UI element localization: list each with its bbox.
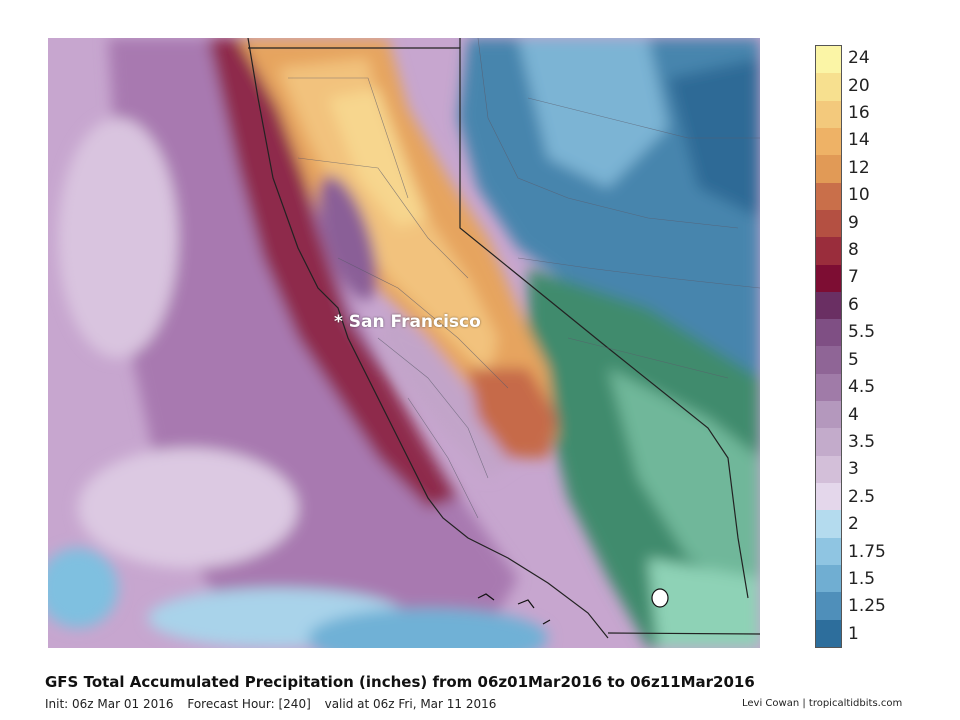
forecast-hour-text: Forecast Hour: [240] [187,697,310,711]
colorbar-swatch [816,592,841,619]
valid-text: valid at 06z Fri, Mar 11 2016 [325,697,497,711]
credit-text: Levi Cowan | tropicaltidbits.com [742,698,902,709]
colorbar-label: 3 [848,461,859,478]
colorbar-swatch [816,483,841,510]
colorbar-swatch [816,155,841,182]
colorbar-label: 1.5 [848,571,875,588]
colorbar-swatch [816,101,841,128]
colorbar-swatch [816,319,841,346]
colorbar-label: 5.5 [848,324,875,341]
colorbar-swatch [816,565,841,592]
colorbar-label: 1.25 [848,598,886,615]
colorbar-swatch [816,538,841,565]
colorbar-swatch [816,237,841,264]
colorbar-label: 4.5 [848,379,875,396]
colorbar-swatch [816,456,841,483]
colorbar-swatch [816,183,841,210]
colorbar [815,45,842,648]
colorbar-swatch [816,346,841,373]
precipitation-map [48,38,760,648]
colorbar-label: 8 [848,242,859,259]
colorbar-swatch [816,128,841,155]
colorbar-label: 14 [848,132,870,149]
colorbar-label: 2.5 [848,489,875,506]
colorbar-label: 6 [848,297,859,314]
colorbar-label: 10 [848,187,870,204]
map-subtitle: Init: 06z Mar 01 2016 Forecast Hour: [24… [45,697,506,711]
colorbar-swatch [816,510,841,537]
colorbar-label: 7 [848,269,859,286]
colorbar-label: 9 [848,215,859,232]
colorbar-label: 1.75 [848,544,886,561]
colorbar-label: 12 [848,160,870,177]
colorbar-label: 1 [848,626,859,643]
colorbar-label: 4 [848,407,859,424]
colorbar-label: 2 [848,516,859,533]
colorbar-swatch [816,428,841,455]
colorbar-label: 16 [848,105,870,122]
colorbar-swatch [816,292,841,319]
colorbar-label: 24 [848,50,870,67]
map-title: GFS Total Accumulated Precipitation (inc… [45,673,755,691]
colorbar-swatch [816,46,841,73]
colorbar-swatch [816,401,841,428]
colorbar-label: 5 [848,352,859,369]
colorbar-swatch [816,374,841,401]
init-text: Init: 06z Mar 01 2016 [45,697,174,711]
san-francisco-label: * San Francisco [334,312,481,332]
colorbar-label: 20 [848,78,870,95]
colorbar-swatch [816,73,841,100]
colorbar-label: 3.5 [848,434,875,451]
colorbar-swatch [816,620,841,647]
colorbar-swatch [816,265,841,292]
map-svg [48,38,760,648]
colorbar-swatch [816,210,841,237]
